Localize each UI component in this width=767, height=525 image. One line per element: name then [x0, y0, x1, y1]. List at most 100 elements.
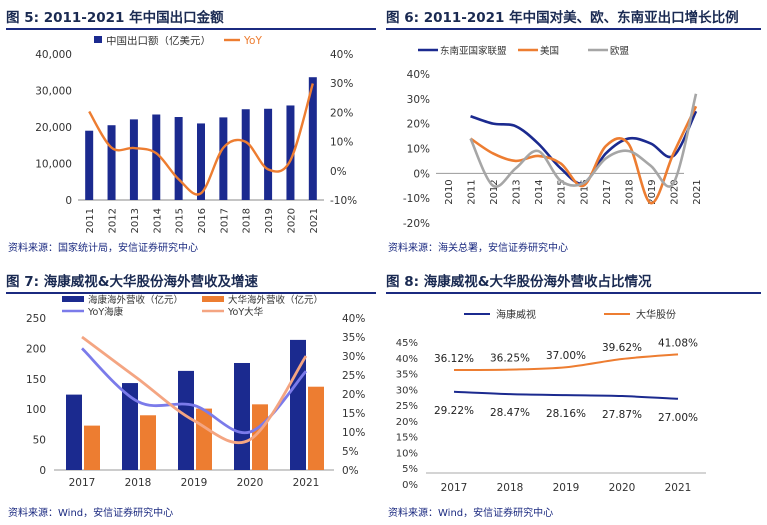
y-tick-label: 5%	[402, 464, 418, 475]
bar-hik-overseas	[122, 383, 138, 470]
data-label: 41.08%	[658, 337, 698, 349]
legend-label-yoy: YoY	[243, 36, 262, 47]
x-tick-label: 2012	[489, 179, 500, 204]
bar-hik-overseas	[234, 362, 250, 470]
figure-5-panel: 图 5: 2011-2021 年中国出口金额 0 10,000 20,000 30,0…	[6, 8, 376, 256]
figure-6-source: 资料来源：海关总署，安信证券研究中心	[388, 243, 568, 254]
y-tick-label: -10%	[403, 193, 430, 205]
x-tick-label: 2021	[309, 208, 320, 233]
bar-export	[85, 130, 94, 200]
bar-export	[174, 117, 183, 200]
y-tick-label: 15%	[396, 433, 418, 444]
line-series-2	[469, 93, 698, 188]
figure-8-chart: 0% 5% 10% 15% 20% 25% 30% 35% 40% 45% 2017 2018 2019…	[396, 308, 706, 494]
y2-tick-label: 15%	[342, 408, 365, 420]
data-label: 36.25%	[490, 353, 530, 365]
figure-5-title: 图 5: 2011-2021 年中国出口金额	[6, 8, 376, 30]
bar-dahua-overseas	[196, 408, 212, 470]
y-tick-label: 0	[65, 195, 72, 207]
x-tick-label: 2018	[624, 179, 635, 204]
bar-export	[197, 123, 205, 200]
bar-export	[219, 117, 228, 200]
data-label: 28.16%	[546, 408, 586, 420]
y-tick-label: 50	[33, 435, 46, 447]
legend-label-dahua-bar: 大华海外营收（亿元）	[228, 294, 323, 306]
y-tick-label: 30%	[407, 94, 430, 106]
x-tick-label: 2021	[293, 477, 320, 489]
y2-tick-label: 25%	[342, 370, 365, 382]
x-tick-label: 2018	[242, 208, 253, 233]
x-tick-label: 2021	[692, 179, 703, 204]
line-series-1	[453, 353, 679, 372]
y-tick-label: 10%	[407, 144, 430, 156]
legend-label-series-2: 欧盟	[610, 45, 630, 57]
y-tick-label: 0%	[402, 480, 418, 491]
y-tick-label: 40%	[396, 354, 418, 365]
y-tick-label: 25%	[396, 401, 418, 412]
y2-tick-label: 10%	[342, 427, 365, 439]
y-tick-label: -20%	[403, 218, 430, 230]
legend-label-dahua-yoy: YoY大华	[227, 306, 264, 318]
figure-7-label: 图 7:	[6, 274, 39, 290]
figure-7-title-text: 海康威视&大华股份海外营收及增速	[43, 274, 258, 290]
x-tick-label: 2017	[602, 179, 613, 204]
x-tick-label: 2011	[467, 179, 478, 204]
data-label: 28.47%	[490, 407, 530, 419]
x-tick-label: 2013	[130, 208, 141, 233]
y2-tick-label: 35%	[342, 332, 365, 344]
figure-8-source: 资料来源：Wind，安信证券研究中心	[388, 508, 554, 519]
y-tick-label: 45%	[396, 338, 418, 349]
figure-6-chart: -20% -10% 0% 10% 20% 30% 40% 2010 2011 2012 2013 20…	[403, 45, 703, 230]
x-tick-label: 2015	[557, 179, 568, 204]
data-label: 36.12%	[434, 353, 474, 365]
line-yoy	[88, 83, 314, 196]
bar-dahua-overseas	[84, 425, 100, 470]
figure-6-panel: 图 6: 2011-2021 年中国对美、欧、东南亚出口增长比例 -20% -10…	[386, 8, 761, 256]
bar-dahua-overseas	[308, 386, 324, 470]
figure-7-panel: 图 7: 海康威视&大华股份海外营收及增速 0 50 100 150 200 250 0% 5…	[6, 272, 376, 522]
figure-7-source: 资料来源：Wind，安信证券研究中心	[8, 508, 174, 519]
x-tick-label: 2019	[264, 208, 275, 233]
legend-label-hik-yoy: YoY海康	[87, 306, 124, 318]
figure-5-chart: 0 10,000 20,000 30,000 40,000 -10% 0% 10% 20% 30%…	[35, 36, 357, 233]
y-tick-label: 20%	[407, 119, 430, 131]
data-label: 39.62%	[602, 342, 642, 354]
x-tick-label: 2020	[237, 477, 264, 489]
bar-export	[286, 105, 295, 200]
bar-dahua-overseas	[252, 404, 268, 470]
figure-8-title: 图 8: 海康威视&大华股份海外营收占比情况	[386, 272, 761, 294]
legend-label-series-1: 美国	[540, 45, 559, 57]
x-tick-label: 2014	[152, 208, 163, 233]
y-tick-label: 0%	[413, 168, 430, 180]
data-label: 37.00%	[546, 350, 586, 362]
figure-8-title-text: 海康威视&大华股份海外营收占比情况	[423, 274, 652, 290]
x-tick-label: 2014	[534, 179, 545, 204]
bar-export	[308, 77, 317, 200]
legend-label-dahua: 大华股份	[636, 308, 676, 321]
y2-tick-label: 10%	[330, 137, 353, 149]
figure-7-title: 图 7: 海康威视&大华股份海外营收及增速	[6, 272, 376, 294]
y2-tick-label: 5%	[342, 446, 359, 458]
figure-5-label: 图 5:	[6, 10, 39, 26]
figure-8-panel: 图 8: 海康威视&大华股份海外营收占比情况 0% 5% 10% 15% 20% 25% 3…	[386, 272, 761, 522]
y-tick-label: 100	[26, 404, 46, 416]
x-tick-label: 2018	[125, 477, 152, 489]
x-tick-label: 2015	[175, 208, 186, 233]
line-series-3	[81, 335, 308, 445]
line-series-0	[453, 390, 679, 400]
figure-6-title: 图 6: 2011-2021 年中国对美、欧、东南亚出口增长比例	[386, 8, 761, 30]
y-tick-label: 20,000	[35, 122, 72, 134]
x-tick-label: 2020	[609, 482, 636, 494]
y2-tick-label: 0%	[330, 166, 347, 178]
bar-hik-overseas	[178, 370, 194, 470]
data-label: 27.87%	[602, 409, 642, 421]
y-tick-label: 40,000	[35, 49, 72, 61]
x-tick-label: 2011	[85, 208, 96, 233]
data-label: 27.00%	[658, 412, 698, 424]
y2-tick-label: 20%	[330, 107, 353, 119]
figure-5-title-text: 2011-2021 年中国出口金额	[43, 10, 224, 26]
legend-label-hik: 海康威视	[496, 308, 536, 321]
line-series-1	[469, 105, 698, 205]
x-tick-label: 2020	[669, 179, 680, 204]
y2-tick-label: 0%	[342, 465, 359, 477]
